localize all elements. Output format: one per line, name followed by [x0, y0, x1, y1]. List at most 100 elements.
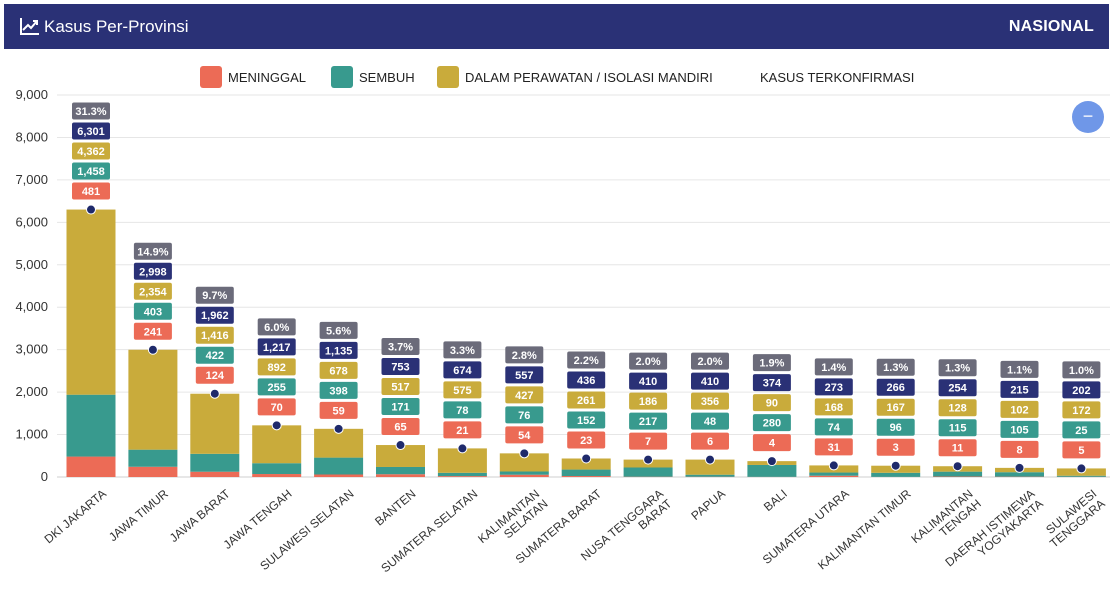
x-tick-label-line: PAPUA	[688, 487, 727, 523]
bar-segment-sembuh	[376, 466, 425, 475]
data-label-box-sembuh	[257, 378, 296, 396]
data-label-meninggal: 3	[893, 442, 899, 454]
data-label-box-perawatan	[133, 282, 172, 300]
total-point	[828, 460, 839, 471]
bar-segment-perawatan	[376, 445, 425, 467]
line-chart-icon	[20, 18, 39, 35]
data-label-box-sembuh	[381, 398, 420, 416]
data-label-box-terkonfirmasi	[567, 371, 606, 389]
data-label-terkonfirmasi: 674	[453, 365, 472, 377]
page-title: Kasus Per-Provinsi	[44, 17, 189, 36]
scope-label[interactable]: NASIONAL	[1008, 18, 1094, 35]
total-point	[86, 204, 96, 215]
total-point	[457, 443, 468, 454]
data-label-perawatan: 128	[948, 403, 966, 415]
data-label-box-percent	[133, 242, 172, 260]
bar-segment-meninggal	[252, 474, 302, 477]
data-label-box-percent	[505, 346, 544, 364]
data-label-box-terkonfirmasi	[72, 122, 110, 140]
data-label-box-sembuh	[133, 302, 172, 320]
data-label-terkonfirmasi: 273	[825, 382, 843, 394]
data-label-meninggal: 5	[1078, 445, 1084, 457]
y-tick-label: 7,000	[15, 172, 48, 187]
data-label-perawatan: 1,416	[201, 330, 229, 342]
data-label-meninggal: 11	[952, 443, 964, 455]
data-label-box-perawatan	[257, 358, 296, 376]
bar-segment-sembuh	[128, 449, 178, 467]
data-label-box-terkonfirmasi	[133, 262, 172, 280]
bar-segment-sembuh	[437, 472, 487, 477]
data-label-sembuh: 74	[828, 422, 841, 434]
data-label-box-percent	[876, 358, 915, 376]
bar-segment-perawatan	[66, 209, 116, 395]
y-tick-label: 0	[41, 469, 48, 484]
bar-segment-sembuh	[685, 474, 735, 477]
data-label-sembuh: 171	[391, 402, 409, 414]
data-label-box-perawatan	[319, 361, 358, 379]
legend-item-terkonfirmasi[interactable]: KASUS TERKONFIRMASI	[760, 67, 914, 87]
legend-swatch-perawatan	[437, 66, 459, 88]
data-label-sembuh: 48	[704, 416, 716, 428]
data-label-box-meninggal	[814, 438, 853, 456]
bar-segment-perawatan	[128, 349, 178, 450]
data-label-percent: 14.9%	[137, 246, 168, 258]
collapse-button[interactable]: −	[1072, 101, 1104, 133]
data-label-box-perawatan	[1000, 400, 1039, 418]
bar-segment-meninggal	[190, 471, 240, 477]
legend-item-sembuh[interactable]: SEMBUH	[331, 66, 415, 88]
bar-segment-meninggal	[376, 474, 425, 477]
data-label-sembuh: 403	[144, 306, 162, 318]
bar-segment-meninggal	[437, 476, 487, 477]
legend-item-perawatan[interactable]: DALAM PERAWATAN / ISOLASI MANDIRI	[437, 66, 713, 88]
x-tick-label: DKI JAKARTA	[42, 487, 109, 547]
data-label-meninggal: 54	[518, 430, 531, 442]
data-label-sembuh: 76	[518, 410, 530, 422]
bar-segment-sembuh	[314, 457, 364, 475]
x-tick-label-line: JAWA BARAT	[167, 486, 233, 545]
data-label-terkonfirmasi: 6,301	[77, 126, 105, 138]
data-label-sembuh: 422	[206, 350, 224, 362]
data-label-box-terkonfirmasi	[195, 306, 234, 324]
data-label-box-perawatan	[443, 381, 482, 399]
data-label-perawatan: 186	[639, 396, 657, 408]
total-point	[952, 461, 963, 472]
data-label-terkonfirmasi: 374	[763, 378, 782, 390]
data-label-box-meninggal	[629, 432, 668, 450]
bar-segment-sembuh	[995, 472, 1044, 477]
data-label-percent: 1.3%	[883, 362, 908, 374]
data-label-box-meninggal	[443, 421, 482, 439]
data-label-percent: 1.1%	[1007, 364, 1032, 376]
data-label-box-sembuh	[938, 419, 977, 437]
total-point	[643, 454, 654, 465]
total-point	[705, 454, 715, 465]
legend-swatch-meninggal	[200, 66, 222, 88]
bar-segment-sembuh	[747, 464, 797, 477]
data-label-perawatan: 427	[515, 390, 533, 402]
data-label-box-sembuh	[814, 418, 853, 436]
data-label-percent: 2.8%	[512, 350, 537, 362]
total-point	[581, 453, 592, 464]
data-label-perawatan: 892	[268, 362, 286, 374]
data-label-sembuh: 152	[577, 415, 595, 427]
total-point	[1014, 462, 1025, 473]
total-point	[890, 460, 901, 471]
data-label-sembuh: 96	[890, 422, 902, 434]
data-label-perawatan: 168	[825, 402, 843, 414]
bar-segment-sembuh	[561, 469, 611, 477]
legend-item-meninggal[interactable]: MENINGGAL	[200, 66, 306, 88]
data-label-sembuh: 115	[949, 423, 967, 435]
data-label-box-terkonfirmasi	[938, 379, 977, 397]
data-label-box-percent	[443, 341, 482, 359]
y-tick-label: 6,000	[15, 214, 48, 229]
data-label-terkonfirmasi: 266	[887, 382, 905, 394]
data-label-box-perawatan	[814, 398, 853, 416]
data-label-meninggal: 31	[828, 442, 840, 454]
data-label-box-terkonfirmasi	[1000, 380, 1039, 398]
bar-segment-sembuh	[809, 472, 859, 476]
bar-segment-sembuh	[66, 394, 116, 457]
x-tick-label: JAWA TIMUR	[106, 486, 171, 544]
bar-segment-meninggal	[809, 475, 859, 477]
data-label-perawatan: 575	[453, 385, 471, 397]
x-tick-label: JAWA BARAT	[167, 486, 233, 545]
